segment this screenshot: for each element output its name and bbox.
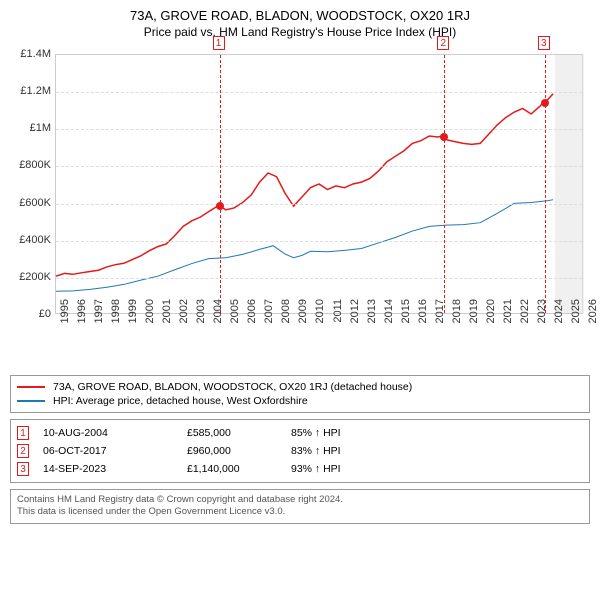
chart-title: 73A, GROVE ROAD, BLADON, WOODSTOCK, OX20… [4, 8, 596, 23]
sales-hpi: 85% ↑ HPI [291, 427, 391, 439]
sales-num: 1 [17, 426, 29, 440]
x-axis-label: 2025 [570, 299, 582, 339]
footer-line: Contains HM Land Registry data © Crown c… [17, 494, 583, 506]
sales-row: 2 06-OCT-2017 £960,000 83% ↑ HPI [17, 442, 583, 460]
x-axis-label: 2000 [144, 299, 156, 339]
x-axis-label: 2016 [417, 299, 429, 339]
legend-label-hpi: HPI: Average price, detached house, West… [53, 395, 308, 407]
y-axis-label: £200K [7, 271, 51, 283]
gridline [56, 241, 582, 242]
x-axis-label: 2005 [229, 299, 241, 339]
y-axis-label: £0 [7, 308, 51, 320]
legend: 73A, GROVE ROAD, BLADON, WOODSTOCK, OX20… [10, 375, 590, 413]
x-axis-label: 2011 [332, 299, 344, 339]
sales-price: £585,000 [187, 427, 277, 439]
sale-vline [220, 55, 221, 313]
x-axis-label: 1996 [76, 299, 88, 339]
sale-point [216, 202, 224, 210]
chart-svg [56, 55, 582, 313]
x-axis-label: 2010 [314, 299, 326, 339]
footer-line: This data is licensed under the Open Gov… [17, 506, 583, 518]
sales-price: £1,140,000 [187, 463, 277, 475]
legend-row: HPI: Average price, detached house, West… [17, 394, 583, 408]
x-axis-label: 2024 [553, 299, 565, 339]
x-axis-label: 2017 [434, 299, 446, 339]
x-axis-label: 2002 [178, 299, 190, 339]
x-axis-label: 2004 [212, 299, 224, 339]
x-axis-label: 2023 [536, 299, 548, 339]
x-axis-label: 1995 [59, 299, 71, 339]
sales-date: 14-SEP-2023 [43, 463, 173, 475]
gridline [56, 204, 582, 205]
chart-container: 73A, GROVE ROAD, BLADON, WOODSTOCK, OX20… [0, 0, 600, 528]
sales-hpi: 93% ↑ HPI [291, 463, 391, 475]
plot-area [55, 54, 583, 314]
sales-price: £960,000 [187, 445, 277, 457]
y-axis-label: £1M [7, 122, 51, 134]
legend-row: 73A, GROVE ROAD, BLADON, WOODSTOCK, OX20… [17, 380, 583, 394]
x-axis-label: 1999 [127, 299, 139, 339]
x-axis-label: 2014 [383, 299, 395, 339]
x-axis-label: 2007 [263, 299, 275, 339]
sales-row: 1 10-AUG-2004 £585,000 85% ↑ HPI [17, 424, 583, 442]
x-axis-label: 2001 [161, 299, 173, 339]
sales-table: 1 10-AUG-2004 £585,000 85% ↑ HPI 2 06-OCT-201… [10, 419, 590, 483]
y-axis-label: £1.4M [7, 48, 51, 60]
chart-wrapper: £0 £200K £400K £600K £800K £1M £1.2M £1.4M 1995 1… [5, 49, 595, 369]
gridline [56, 92, 582, 93]
x-axis-label: 2003 [195, 299, 207, 339]
series-line [56, 94, 553, 276]
sale-point [440, 133, 448, 141]
y-axis-label: £1.2M [7, 85, 51, 97]
sales-num: 3 [17, 462, 29, 476]
x-axis-label: 2022 [519, 299, 531, 339]
legend-swatch-hpi [17, 400, 45, 402]
x-axis-label: 2012 [349, 299, 361, 339]
y-axis-label: £600K [7, 197, 51, 209]
y-axis-label: £400K [7, 234, 51, 246]
gridline [56, 278, 582, 279]
sale-marker-box: 1 [213, 36, 225, 50]
x-axis-label: 2009 [297, 299, 309, 339]
x-axis-label: 2013 [366, 299, 378, 339]
x-axis-label: 1998 [110, 299, 122, 339]
gridline [56, 129, 582, 130]
sale-marker-box: 2 [437, 36, 449, 50]
sales-date: 06-OCT-2017 [43, 445, 173, 457]
gridline [56, 166, 582, 167]
sale-vline [444, 55, 445, 313]
footer: Contains HM Land Registry data © Crown c… [10, 489, 590, 524]
x-axis-label: 1997 [93, 299, 105, 339]
x-axis-label: 2019 [468, 299, 480, 339]
x-axis-label: 2008 [280, 299, 292, 339]
x-axis-label: 2026 [587, 299, 599, 339]
chart-subtitle: Price paid vs. HM Land Registry's House … [4, 25, 596, 39]
legend-swatch-property [17, 386, 45, 388]
x-axis-label: 2021 [502, 299, 514, 339]
sale-point [541, 99, 549, 107]
sales-num: 2 [17, 444, 29, 458]
legend-label-property: 73A, GROVE ROAD, BLADON, WOODSTOCK, OX20… [53, 381, 412, 393]
x-axis-label: 2020 [485, 299, 497, 339]
y-axis-label: £800K [7, 159, 51, 171]
sales-row: 3 14-SEP-2023 £1,140,000 93% ↑ HPI [17, 460, 583, 478]
x-axis-label: 2006 [246, 299, 258, 339]
sale-marker-box: 3 [538, 36, 550, 50]
sales-hpi: 83% ↑ HPI [291, 445, 391, 457]
sale-vline [545, 55, 546, 313]
sales-date: 10-AUG-2004 [43, 427, 173, 439]
x-axis-label: 2015 [400, 299, 412, 339]
x-axis-label: 2018 [451, 299, 463, 339]
